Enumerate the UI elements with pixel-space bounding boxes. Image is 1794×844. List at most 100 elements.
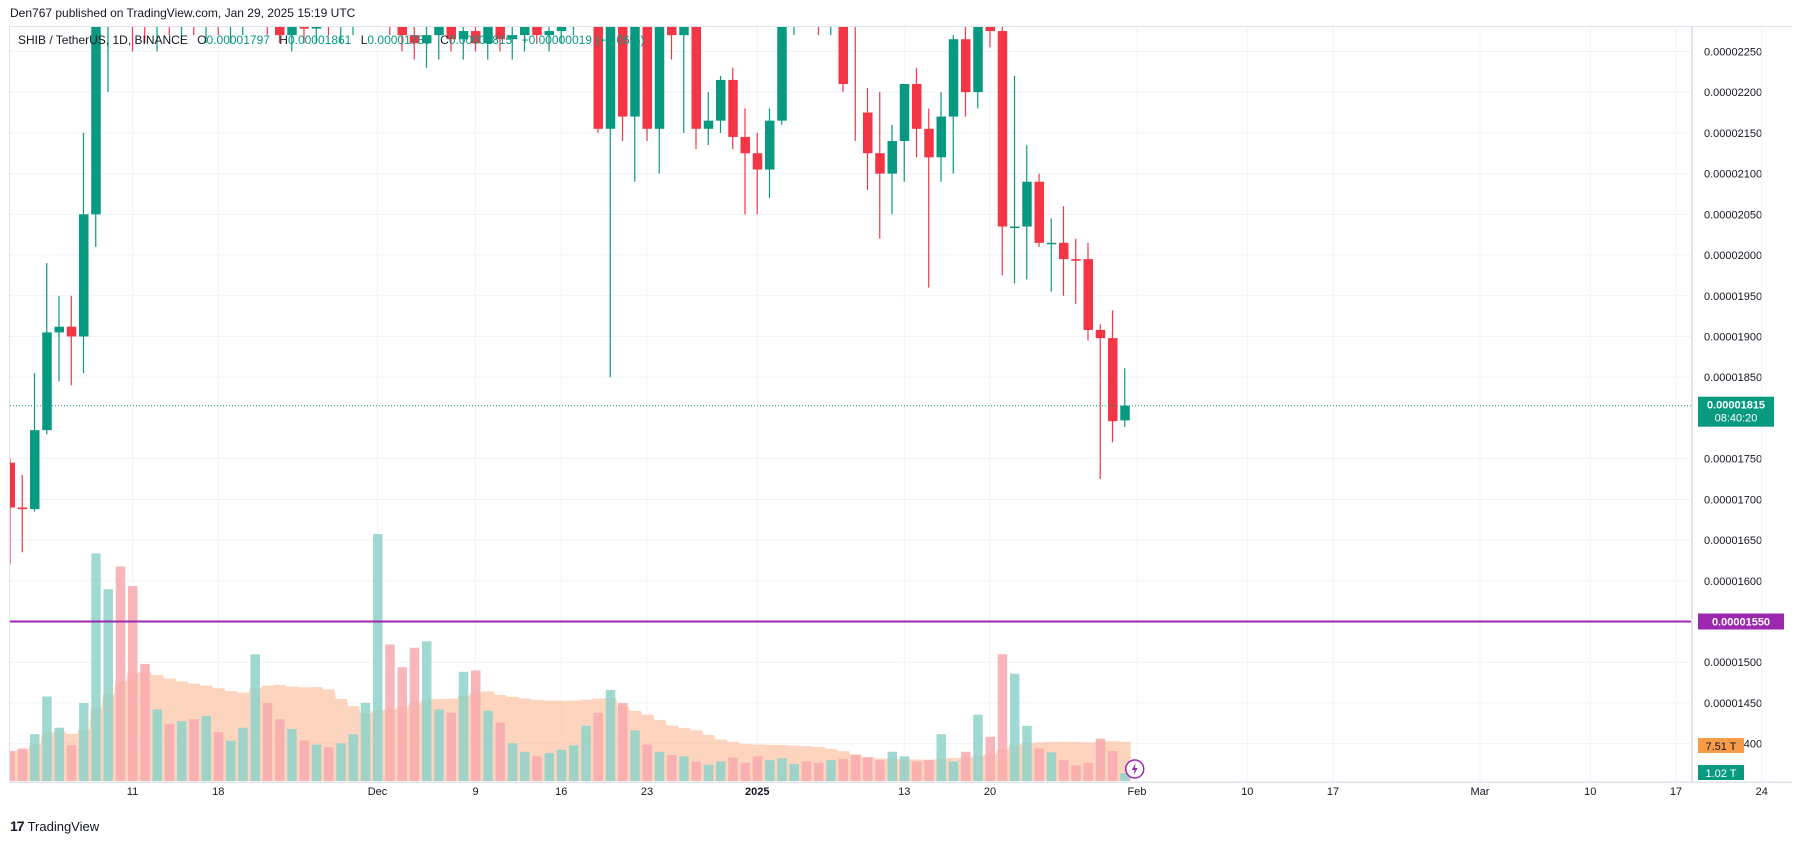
volume-bar (299, 740, 309, 781)
candle-body (251, 0, 261, 3)
change-value: +0.00000019 (+1.06%) (521, 33, 645, 47)
candle-body (581, 3, 591, 11)
open-label: O (197, 33, 207, 47)
lightning-bolt-icon (1131, 763, 1138, 775)
volume-bar (128, 586, 138, 781)
volume-badge-2 (1698, 765, 1744, 780)
price-tick-label: 0.00001700 (1704, 494, 1762, 506)
candle-body (202, 11, 212, 19)
volume-bar (458, 671, 469, 781)
high-value: 0.00001861 (287, 33, 352, 47)
candle-body (483, 27, 493, 44)
price-tick-label: 0.00001950 (1704, 291, 1762, 303)
candle-body (30, 430, 40, 510)
volume-bar (324, 747, 334, 781)
close-value: 0.00001815 (448, 33, 513, 47)
candle-body (716, 79, 726, 121)
candle-body (385, 0, 395, 19)
volume-bar (936, 734, 946, 781)
candle-body (275, 27, 285, 36)
candle-body (814, 11, 824, 19)
candle-body (569, 11, 579, 19)
candle-body (1083, 259, 1093, 330)
volume-bar (703, 764, 714, 781)
candle-body (128, 0, 138, 11)
time-tick-label: Feb (1128, 786, 1147, 798)
candle-body (153, 3, 163, 27)
volume-bar (887, 751, 897, 781)
candle-body (495, 27, 505, 40)
price-tick-label: 0.00001850 (1704, 372, 1762, 384)
candle-body (458, 31, 469, 40)
candle-body (422, 35, 432, 44)
volume-bar (924, 760, 934, 781)
volume-bar (30, 734, 40, 781)
candle-body (887, 141, 897, 174)
candle-body (899, 84, 910, 142)
price-tick-label: 0.00001750 (1704, 454, 1762, 466)
time-tick-label: 17 (1670, 786, 1682, 798)
volume-bar (483, 710, 493, 781)
candle-body (838, 27, 848, 85)
volume-label: 7.51 T (1706, 741, 1737, 753)
candle-body (997, 31, 1008, 227)
price-tick-label: 0.00002050 (1704, 209, 1762, 221)
volume-bar (262, 703, 273, 781)
candle-body (373, 0, 383, 3)
volume-bar (948, 761, 959, 781)
candle-body (790, 3, 800, 11)
candle-body (605, 27, 616, 129)
volume-bar (91, 553, 101, 781)
volume-bar (1083, 762, 1093, 781)
candle-body (79, 214, 89, 337)
volume-bar (1022, 725, 1032, 781)
candle-body (642, 27, 652, 129)
candle-body (875, 153, 885, 174)
price-tick-label: 0.00001450 (1704, 698, 1762, 710)
volume-bar (642, 744, 652, 781)
open-value: 0.00001797 (206, 33, 270, 47)
time-tick-label: 10 (1241, 786, 1253, 798)
time-tick-label: Dec (368, 786, 388, 798)
last-price-label: 0.00001815 (1707, 400, 1765, 412)
volume-bar (495, 722, 505, 781)
time-tick-label: 11 (127, 786, 138, 798)
volume-bar (728, 757, 738, 781)
time-tick-label: 20 (984, 786, 996, 798)
candle-body (556, 27, 567, 32)
candle-body (802, 3, 812, 11)
candle-body (1010, 226, 1020, 229)
tradingview-footer[interactable]: 17 TradingView (10, 818, 99, 834)
candle-body (409, 35, 420, 44)
candle-body (1120, 405, 1130, 421)
volume-bar (189, 719, 199, 781)
candle-body (961, 39, 971, 93)
volume-bar (348, 734, 358, 781)
price-tick-label: 0.00002200 (1704, 87, 1762, 99)
volume-bar (691, 761, 701, 781)
candle-body (618, 27, 628, 117)
volume-bar (1034, 748, 1044, 781)
volume-bar (814, 762, 824, 781)
level-price-label: 0.00001550 (1712, 617, 1770, 629)
chart-legend: SHIB / TetherUS, 1D, BINANCE O0.00001797… (18, 33, 644, 47)
candle-body (544, 31, 554, 36)
volume-bar (838, 758, 848, 781)
price-tick-label: 0.00002100 (1704, 169, 1762, 181)
candle-body (1071, 259, 1081, 261)
candle-body (471, 31, 481, 44)
time-tick-label: 18 (212, 786, 224, 798)
candle-body (434, 27, 444, 36)
volume-bar (899, 756, 910, 781)
candle-body (728, 79, 738, 137)
volume-bar (985, 736, 995, 781)
price-tick-label: 0.00001900 (1704, 331, 1762, 343)
candle-body (667, 27, 677, 36)
volume-bar (164, 723, 175, 781)
volume-bar (103, 589, 113, 781)
candle-body (104, 0, 114, 11)
volume-bar (213, 732, 224, 781)
volume-bar (66, 745, 77, 781)
candle-body (654, 27, 665, 129)
